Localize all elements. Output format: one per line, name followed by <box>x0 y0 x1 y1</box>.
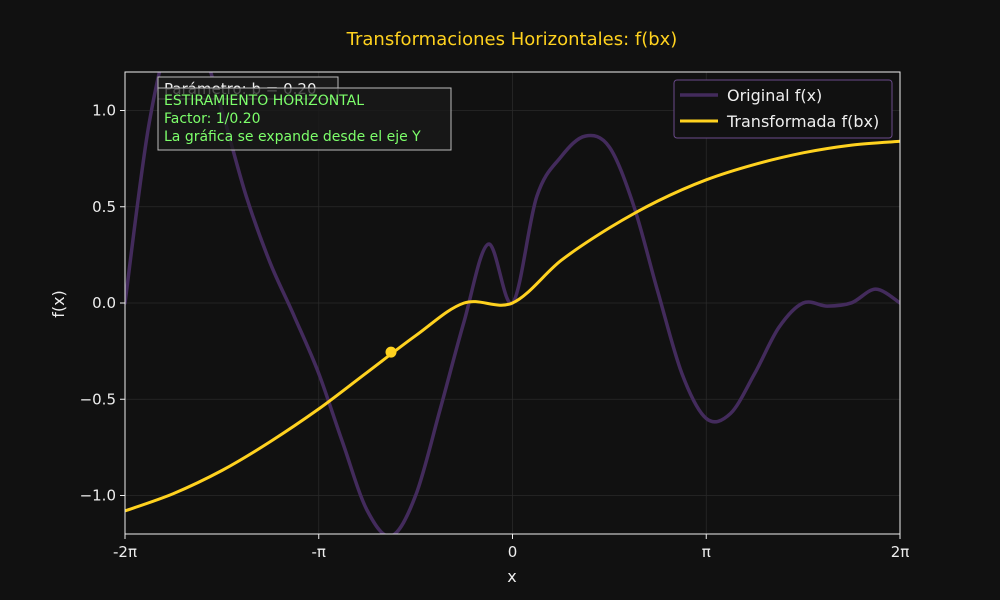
y-tick-label: −0.5 <box>80 390 116 408</box>
x-tick-label: 0 <box>508 543 518 561</box>
stretch-info-line: ESTIRAMIENTO HORIZONTAL <box>164 93 364 109</box>
x-tick-label: 2π <box>891 543 910 561</box>
y-tick-label: 0.5 <box>92 198 116 216</box>
x-tick-label: π <box>702 543 711 561</box>
chart-title: Transformaciones Horizontales: f(bx) <box>346 29 678 50</box>
legend-box <box>673 79 893 139</box>
series-layer <box>125 72 900 534</box>
stretch-info-line: La gráfica se expande desde el eje Y <box>164 129 421 145</box>
legend-layer: Original f(x) Transformada f(bx) <box>673 79 893 139</box>
annotation-layer: Parámetro: b = 0.20ESTIRAMIENTO HORIZONT… <box>157 76 452 151</box>
y-tick-label: −1.0 <box>80 487 116 505</box>
plot-frame <box>124 71 901 535</box>
legend-label: Transformada f(bx) <box>726 112 879 131</box>
series-line-transformed <box>125 139 900 513</box>
marker-point <box>385 346 397 358</box>
x-axis-label: x <box>507 567 516 586</box>
stretch-info-line: Factor: 1/0.20 <box>164 111 261 127</box>
series-line-original <box>125 72 900 534</box>
y-tick-label: 1.0 <box>92 102 116 120</box>
x-tick-label: -2π <box>113 543 137 561</box>
y-axis-label: f(x) <box>49 290 68 318</box>
x-tick-label: -π <box>312 543 326 561</box>
legend-label: Original f(x) <box>727 86 822 105</box>
axes-layer: -2π -π 0 π 2π −1.0 −0.5 0.0 0.5 1.0 <box>80 71 910 561</box>
stretch-info-box <box>157 87 452 151</box>
y-tick-label: 0.0 <box>92 294 116 312</box>
